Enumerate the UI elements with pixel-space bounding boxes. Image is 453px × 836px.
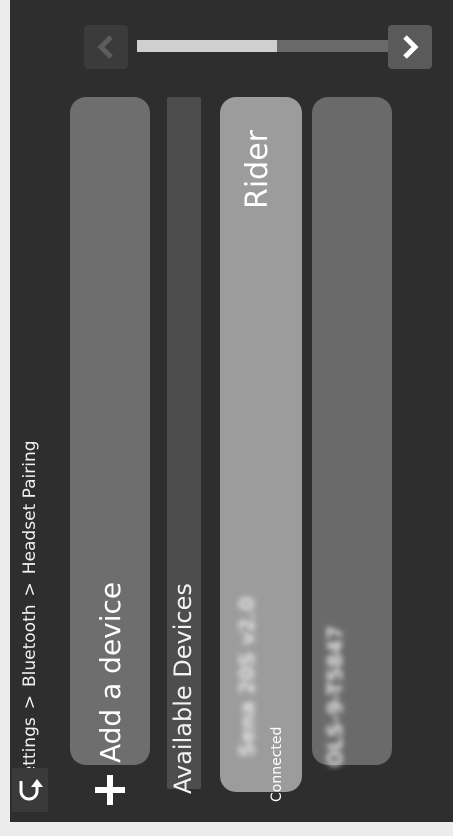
pager-prev-button[interactable] bbox=[84, 25, 128, 69]
available-devices-header: Available Devices bbox=[167, 97, 201, 794]
add-device-label: Add a device bbox=[93, 581, 127, 763]
back-button[interactable] bbox=[12, 768, 48, 812]
screen: Settings > Bluetooth > Headset Pairing A… bbox=[10, 0, 453, 822]
device-card-rider[interactable]: Rider Sena 20S v2.0 Connected bbox=[220, 97, 302, 802]
add-device-button[interactable]: Add a device bbox=[70, 97, 150, 805]
breadcrumb-item-bluetooth[interactable]: Bluetooth bbox=[20, 604, 40, 688]
add-device-content: Add a device bbox=[90, 525, 130, 805]
device-name: Sena 20S v2.0 bbox=[235, 596, 259, 757]
device-status: Connected bbox=[269, 726, 285, 802]
breadcrumb: Settings > Bluetooth > Headset Pairing bbox=[17, 387, 43, 787]
chevron-left-icon bbox=[97, 35, 113, 59]
device-card-other[interactable]: OLS-9-T5847 bbox=[312, 97, 392, 767]
available-devices-label: Available Devices bbox=[169, 583, 197, 794]
breadcrumb-item-headset-pairing: Headset Pairing bbox=[20, 440, 40, 575]
pager-fill bbox=[137, 40, 278, 52]
bottom-bezel bbox=[0, 822, 453, 836]
pager-next-button[interactable] bbox=[388, 25, 432, 69]
breadcrumb-separator: > bbox=[20, 695, 40, 710]
breadcrumb-separator: > bbox=[20, 582, 40, 597]
plus-icon bbox=[95, 775, 125, 805]
back-arrow-icon bbox=[19, 779, 43, 801]
device-group-label: Rider bbox=[240, 129, 275, 209]
chevron-right-icon bbox=[403, 35, 419, 59]
device-name: OLS-9-T5847 bbox=[323, 625, 347, 767]
pager-track[interactable] bbox=[137, 40, 392, 52]
